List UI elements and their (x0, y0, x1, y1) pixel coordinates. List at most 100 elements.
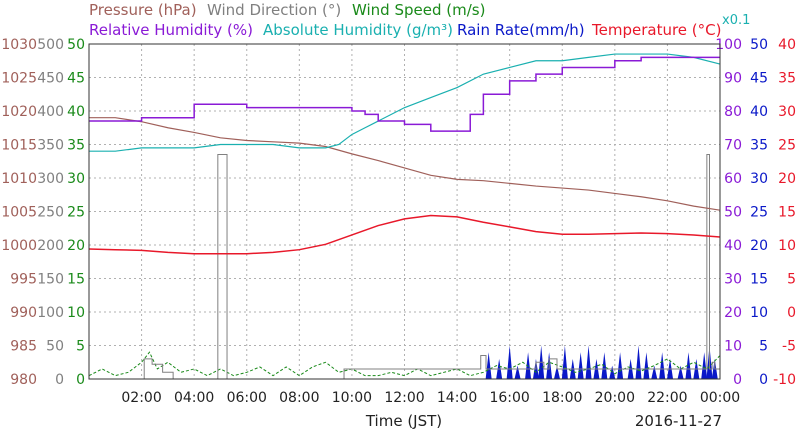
plot-frame (88, 43, 721, 380)
y-tick-label-wind-speed: 20 (67, 238, 85, 254)
series-wind-speed (88, 351, 721, 377)
y-tick-label-relative-humidity: 60 (724, 171, 742, 187)
y-tick-label-relative-humidity: 90 (724, 71, 742, 87)
y-tick-label-temperature: 40 (778, 37, 796, 53)
rain-rate-bar (553, 365, 560, 379)
y-tick-label-wind-direction: 400 (37, 104, 64, 120)
y-tick-label-relative-humidity: 30 (724, 272, 742, 288)
y-tick-label-wind-direction: 350 (37, 138, 64, 154)
y-tick-label-wind-direction: 100 (37, 305, 64, 321)
y-tick-label-rain-rate: 45 (750, 71, 768, 87)
series-pressure (89, 117, 721, 211)
y-tick-label-wind-direction: 0 (55, 372, 64, 388)
y-tick-label-relative-humidity: 100 (715, 37, 742, 53)
y-tick-label-rain-rate: 15 (750, 272, 768, 288)
rain-rate-bar (485, 352, 492, 379)
legend-pressure: Pressure (hPa) (89, 1, 197, 19)
legend-absolute-humidity: Absolute Humidity (g/m³) (263, 21, 453, 39)
x-tick-label: 00:00 (700, 390, 740, 406)
legend-rain-rate: Rain Rate(mm/h) (457, 21, 585, 39)
grid (89, 43, 720, 380)
y-tick-label-pressure: 1030 (1, 37, 37, 53)
y-tick-label-pressure: 990 (10, 305, 37, 321)
x-tick-label: 08:00 (279, 390, 319, 406)
y-tick-label-relative-humidity: 50 (724, 205, 742, 221)
y-tick-label-pressure: 1025 (1, 71, 37, 87)
y-tick-label-pressure: 1000 (1, 238, 37, 254)
y-tick-label-wind-speed: 15 (67, 272, 85, 288)
x-tick-label: 10:00 (332, 390, 372, 406)
x-tick-label: 06:00 (227, 390, 267, 406)
y-tick-label-relative-humidity: 0 (733, 372, 742, 388)
y-tick-label-temperature: 35 (778, 71, 796, 87)
axis-ticks: 02:00 04:00 06:00 08:00 10:00 12:00 14:00 16:00… (1, 37, 796, 406)
y-tick-label-relative-humidity: 20 (724, 305, 742, 321)
x-tick-label: 12:00 (384, 390, 424, 406)
y-tick-label-wind-direction: 500 (37, 37, 64, 53)
y-tick-label-rain-rate: 35 (750, 138, 768, 154)
y-tick-label-wind-direction: 150 (37, 272, 64, 288)
y-tick-label-pressure: 1015 (1, 138, 37, 154)
y-tick-label-wind-speed: 50 (67, 37, 85, 53)
y-tick-label-wind-speed: 45 (67, 71, 85, 87)
rain-rate-bar (659, 352, 666, 379)
series-temperature (88, 214, 721, 255)
y-tick-label-temperature: 20 (778, 171, 796, 187)
legend-temperature: Temperature (°C) (591, 21, 721, 39)
y-tick-label-pressure: 980 (10, 372, 37, 388)
rain-rate-bar (685, 352, 692, 379)
y-tick-label-wind-speed: 5 (76, 339, 85, 355)
y-tick-label-relative-humidity: 10 (724, 339, 742, 355)
x-tick-label: 14:00 (437, 390, 477, 406)
legend-wind-direction: Wind Direction (°) (207, 1, 341, 19)
rain-rate-bar (585, 345, 592, 379)
y-tick-label-temperature: 25 (778, 138, 796, 154)
rain-rate-bar (643, 352, 650, 379)
rain-rate-bar (506, 345, 513, 379)
y-tick-label-rain-rate: 5 (759, 339, 768, 355)
y-tick-label-rain-rate: 0 (759, 372, 768, 388)
x-axis-label: Time (JST) (365, 412, 442, 430)
y-tick-label-wind-speed: 10 (67, 305, 85, 321)
y-tick-label-temperature: 0 (787, 305, 796, 321)
rain-rate-bar (577, 352, 584, 379)
y-tick-label-relative-humidity: 80 (724, 104, 742, 120)
y-tick-label-pressure: 1010 (1, 171, 37, 187)
legend-rain-scale-note: x0.1 (722, 13, 750, 28)
y-tick-label-wind-speed: 0 (76, 372, 85, 388)
rain-rate-bar (677, 365, 684, 379)
rain-rate-bar (635, 345, 642, 379)
y-tick-label-wind-speed: 25 (67, 205, 85, 221)
rain-rate-bar (561, 345, 568, 379)
y-tick-label-relative-humidity: 70 (724, 138, 742, 154)
y-tick-label-pressure: 995 (10, 272, 37, 288)
legend-relative-humidity: Relative Humidity (%) (89, 21, 253, 39)
rain-rate-bar (617, 352, 624, 379)
y-tick-label-temperature: -5 (782, 339, 796, 355)
x-tick-label: 22:00 (647, 390, 687, 406)
y-tick-label-wind-direction: 200 (37, 238, 64, 254)
y-tick-label-wind-direction: 50 (46, 339, 64, 355)
y-tick-label-rain-rate: 40 (750, 104, 768, 120)
y-tick-label-rain-rate: 20 (750, 238, 768, 254)
x-tick-label: 02:00 (121, 390, 161, 406)
y-tick-label-rain-rate: 50 (750, 37, 768, 53)
y-tick-label-wind-speed: 35 (67, 138, 85, 154)
y-tick-label-wind-speed: 40 (67, 104, 85, 120)
footer: Time (JST) 2016-11-27 (365, 412, 722, 430)
rain-rate-bar (701, 352, 708, 379)
y-tick-label-temperature: -10 (773, 372, 796, 388)
y-tick-label-wind-direction: 250 (37, 205, 64, 221)
y-tick-label-wind-direction: 300 (37, 171, 64, 187)
rain-rate-bar (525, 352, 532, 379)
y-tick-label-relative-humidity: 40 (724, 238, 742, 254)
y-tick-label-pressure: 1020 (1, 104, 37, 120)
series-relative-humidity (89, 56, 720, 132)
y-tick-label-temperature: 30 (778, 104, 796, 120)
y-tick-label-temperature: 10 (778, 238, 796, 254)
y-tick-label-rain-rate: 10 (750, 305, 768, 321)
y-tick-label-wind-speed: 30 (67, 171, 85, 187)
rain-rate-bar (514, 365, 521, 379)
y-tick-label-rain-rate: 30 (750, 171, 768, 187)
